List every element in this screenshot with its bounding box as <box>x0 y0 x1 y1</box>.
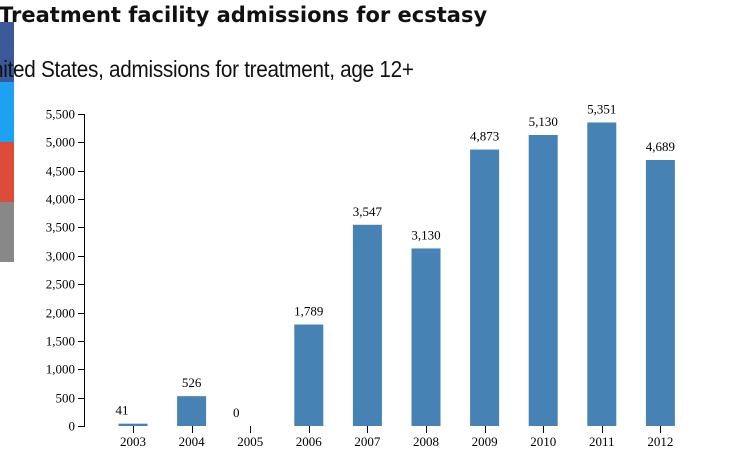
bar-2011 <box>587 122 617 426</box>
x-tick-label: 2003 <box>120 434 146 449</box>
bar-2007 <box>352 224 382 426</box>
bar-2008 <box>411 248 441 426</box>
x-tick-label: 2010 <box>530 434 556 449</box>
data-label-2008: 3,130 <box>411 227 440 242</box>
data-label-2004: 526 <box>182 375 202 390</box>
bar-2010 <box>528 134 558 427</box>
bar-2006 <box>294 324 324 426</box>
y-tick-label: 4,500 <box>46 164 75 179</box>
y-tick-label: 4,000 <box>46 192 75 207</box>
data-label-2003: 41 <box>116 403 129 418</box>
data-label-2007: 3,547 <box>353 204 383 219</box>
x-tick-label: 2009 <box>472 434 498 449</box>
y-tick-label: 2,000 <box>46 306 75 321</box>
y-tick-label: 1,000 <box>46 362 75 377</box>
x-tick-label: 2011 <box>589 434 615 449</box>
x-tick-label: 2012 <box>647 434 673 449</box>
bar-2004 <box>177 396 207 426</box>
data-label-2011: 5,351 <box>587 101 616 116</box>
data-label-2006: 1,789 <box>294 304 323 319</box>
x-tick-label: 2007 <box>354 434 381 449</box>
bars: 41 526 0 1,789 3,547 3,130 4,873 5,130 5,351 4,68… <box>116 101 675 427</box>
x-tick-label: 2005 <box>237 434 263 449</box>
y-tick-label: 500 <box>56 391 76 406</box>
facebook-share-button[interactable] <box>0 22 14 82</box>
y-tick-label: 5,000 <box>46 135 75 150</box>
chart-title: Treatment facility admissions for ecstas… <box>0 3 488 27</box>
x-tick-label: 2008 <box>413 434 439 449</box>
more-share-button[interactable] <box>0 202 14 262</box>
x-tick-label: 2006 <box>296 434 323 449</box>
twitter-share-button[interactable] <box>0 82 14 142</box>
y-tick-label: 0 <box>69 419 76 434</box>
x-tick-label: 2004 <box>179 434 206 449</box>
y-tick-label: 3,500 <box>46 220 75 235</box>
bar-2003 <box>118 423 148 426</box>
data-label-2005: 0 <box>233 405 240 420</box>
data-label-2010: 5,130 <box>529 114 558 129</box>
chart-subtitle: nited States, admissions for treatment, … <box>0 56 414 82</box>
data-label-2012: 4,689 <box>646 139 675 154</box>
share-bar <box>0 22 14 262</box>
google-share-button[interactable] <box>0 142 14 202</box>
y-tick-label: 2,500 <box>46 277 75 292</box>
x-axis: 2003 2004 2005 2006 2007 2008 2009 2010 2011 2012 <box>120 426 673 449</box>
y-axis-line <box>78 114 85 427</box>
y-tick-label: 3,000 <box>46 249 75 264</box>
y-axis: 0 500 1,000 1,500 2,000 2,500 3,000 3,500 4,000 4… <box>46 107 85 434</box>
y-tick-label: 1,500 <box>46 334 75 349</box>
y-tick-label: 5,500 <box>46 107 75 122</box>
data-label-2009: 4,873 <box>470 129 499 144</box>
bar-2009 <box>470 149 500 426</box>
bar-2012 <box>645 160 675 427</box>
